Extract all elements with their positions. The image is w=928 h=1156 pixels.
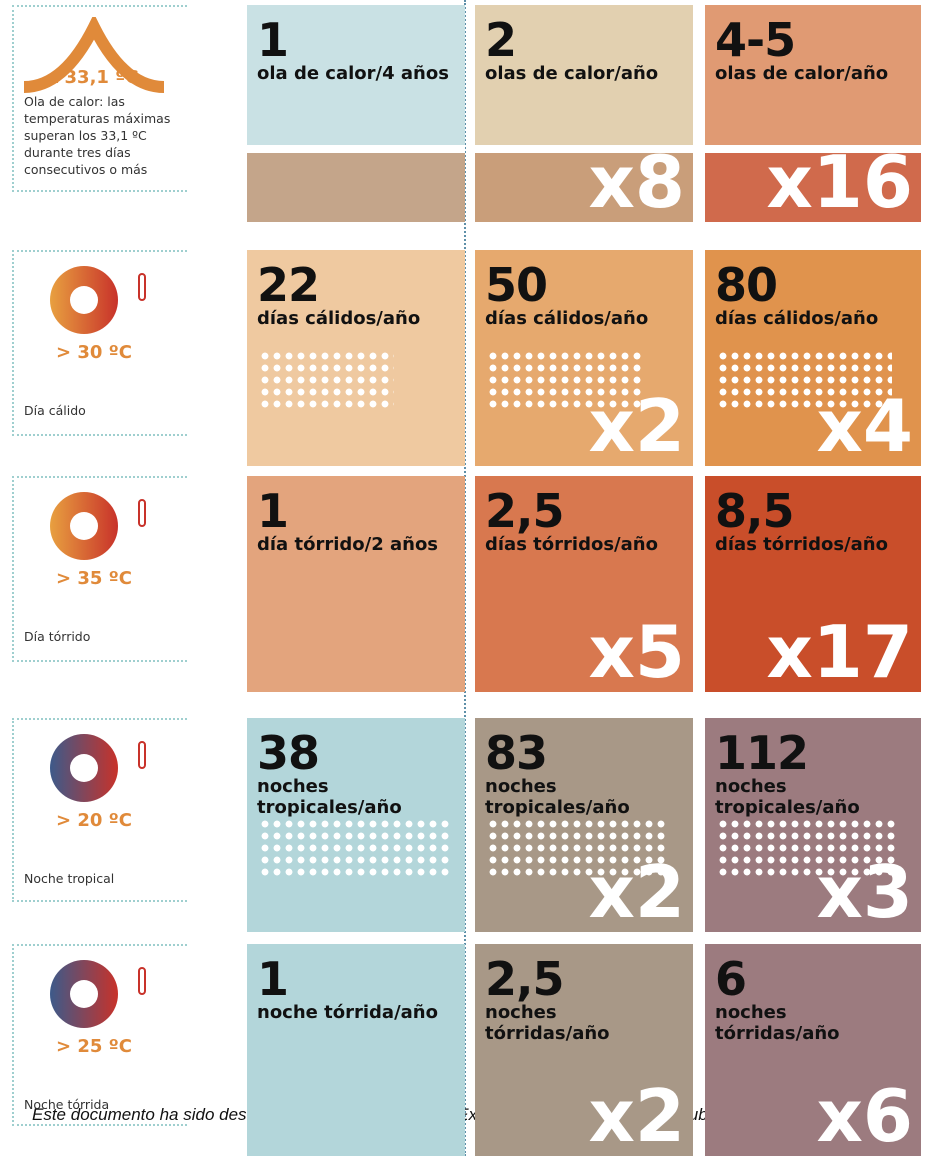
multiplier: x3 <box>816 850 913 932</box>
cell: 1 ola de calor/4 años <box>247 5 465 222</box>
description: Día cálido <box>24 403 86 418</box>
legend-panel: > 30 ºC Día cálido <box>12 250 187 436</box>
description: Noche tórrida <box>24 1097 110 1112</box>
cell-unit: olas de calor/año <box>485 63 659 84</box>
multiplier: x2 <box>588 850 685 932</box>
icon <box>50 960 146 1028</box>
cell: 2,5 noches tórridas/año x2 <box>475 944 693 1156</box>
cell: 2 olas de calor/año x8 <box>475 5 693 222</box>
multiplier: x8 <box>588 140 685 222</box>
cell-unit: días tórridos/año <box>485 534 658 555</box>
cell-unit: olas de calor/año <box>715 63 889 84</box>
cell-number: 38 <box>257 726 320 780</box>
temperature: > 35 ºC <box>55 568 133 589</box>
cell: 6 noches tórridas/año x6 <box>705 944 921 1156</box>
temperature: +33,1 ºC <box>49 67 139 88</box>
multiplier: x17 <box>766 610 913 692</box>
dot-pattern <box>259 350 394 410</box>
icon <box>50 492 146 560</box>
cell-number: 80 <box>715 258 778 312</box>
cell: 8,5 días tórridos/año x17 <box>705 476 921 692</box>
legend-panel: > 35 ºC Día tórrido <box>12 476 187 662</box>
cell-number: 2,5 <box>485 952 564 1006</box>
cell: 38 noches tropicales/año <box>247 718 465 932</box>
dot-pattern <box>717 350 892 410</box>
cell: 50 días cálidos/año x2 <box>475 250 693 466</box>
multiplier: x2 <box>588 384 685 466</box>
cell-unit: día tórrido/2 años <box>257 534 439 555</box>
cell: 1 día tórrido/2 años <box>247 476 465 692</box>
cell-number: 1 <box>257 13 289 67</box>
cell: 22 días cálidos/año <box>247 250 465 466</box>
temperature: > 30 ºC <box>55 342 133 363</box>
cell-unit: noche tórrida/año <box>257 1002 438 1023</box>
dot-pattern <box>487 818 667 878</box>
icon <box>50 266 146 334</box>
cell-number: 4-5 <box>715 13 796 67</box>
multiplier: x5 <box>588 610 685 692</box>
cell-unit: noches tropicales/año <box>715 776 860 818</box>
dot-pattern <box>259 818 449 878</box>
description: Ola de calor: las temperaturas máximas s… <box>24 94 171 177</box>
cell-number: 50 <box>485 258 548 312</box>
cell-number: 6 <box>715 952 747 1006</box>
cell-unit: días cálidos/año <box>485 308 649 329</box>
legend-panel: > 25 ºC Noche tórrida <box>12 944 187 1126</box>
multiplier: x6 <box>816 1074 913 1156</box>
cell-number: 22 <box>257 258 320 312</box>
cell-number: 83 <box>485 726 548 780</box>
cell-unit: noches tropicales/año <box>257 776 402 818</box>
multiplier: x2 <box>588 1074 685 1156</box>
cell-number: 2 <box>485 13 517 67</box>
cell-number: 8,5 <box>715 484 794 538</box>
cell-unit: noches tropicales/año <box>485 776 630 818</box>
cell: 2,5 días tórridos/año x5 <box>475 476 693 692</box>
cell: 4-5 olas de calor/año x16 <box>705 5 921 222</box>
cell-unit: días tórridos/año <box>715 534 888 555</box>
description: Noche tropical <box>24 871 115 886</box>
cell-unit: días cálidos/año <box>257 308 421 329</box>
description: Día tórrido <box>24 629 91 644</box>
divider <box>464 0 466 1156</box>
legend-panel: > 20 ºC Noche tropical <box>12 718 187 902</box>
temperature: > 25 ºC <box>55 1036 133 1057</box>
cell: 80 días cálidos/año x4 <box>705 250 921 466</box>
dot-pattern <box>487 350 642 410</box>
cell-number: 1 <box>257 484 289 538</box>
icon <box>50 734 146 802</box>
cell: 1 noche tórrida/año <box>247 944 465 1156</box>
icon <box>23 17 165 93</box>
cell: 83 noches tropicales/año x2 <box>475 718 693 932</box>
cell-unit: ola de calor/4 años <box>257 63 449 84</box>
dot-pattern <box>717 818 897 878</box>
cell-number: 2,5 <box>485 484 564 538</box>
temperature: > 20 ºC <box>55 810 133 831</box>
cell-number: 112 <box>715 726 809 780</box>
cell-unit: días cálidos/año <box>715 308 879 329</box>
cell-unit: noches tórridas/año <box>715 1002 840 1044</box>
multiplier: x4 <box>816 384 913 466</box>
legend-panel: +33,1 ºC Ola de calor: las temperaturas m… <box>12 5 187 192</box>
cell: 112 noches tropicales/año x3 <box>705 718 921 932</box>
cell-number: 1 <box>257 952 289 1006</box>
cell-unit: noches tórridas/año <box>485 1002 610 1044</box>
multiplier: x16 <box>766 140 913 222</box>
